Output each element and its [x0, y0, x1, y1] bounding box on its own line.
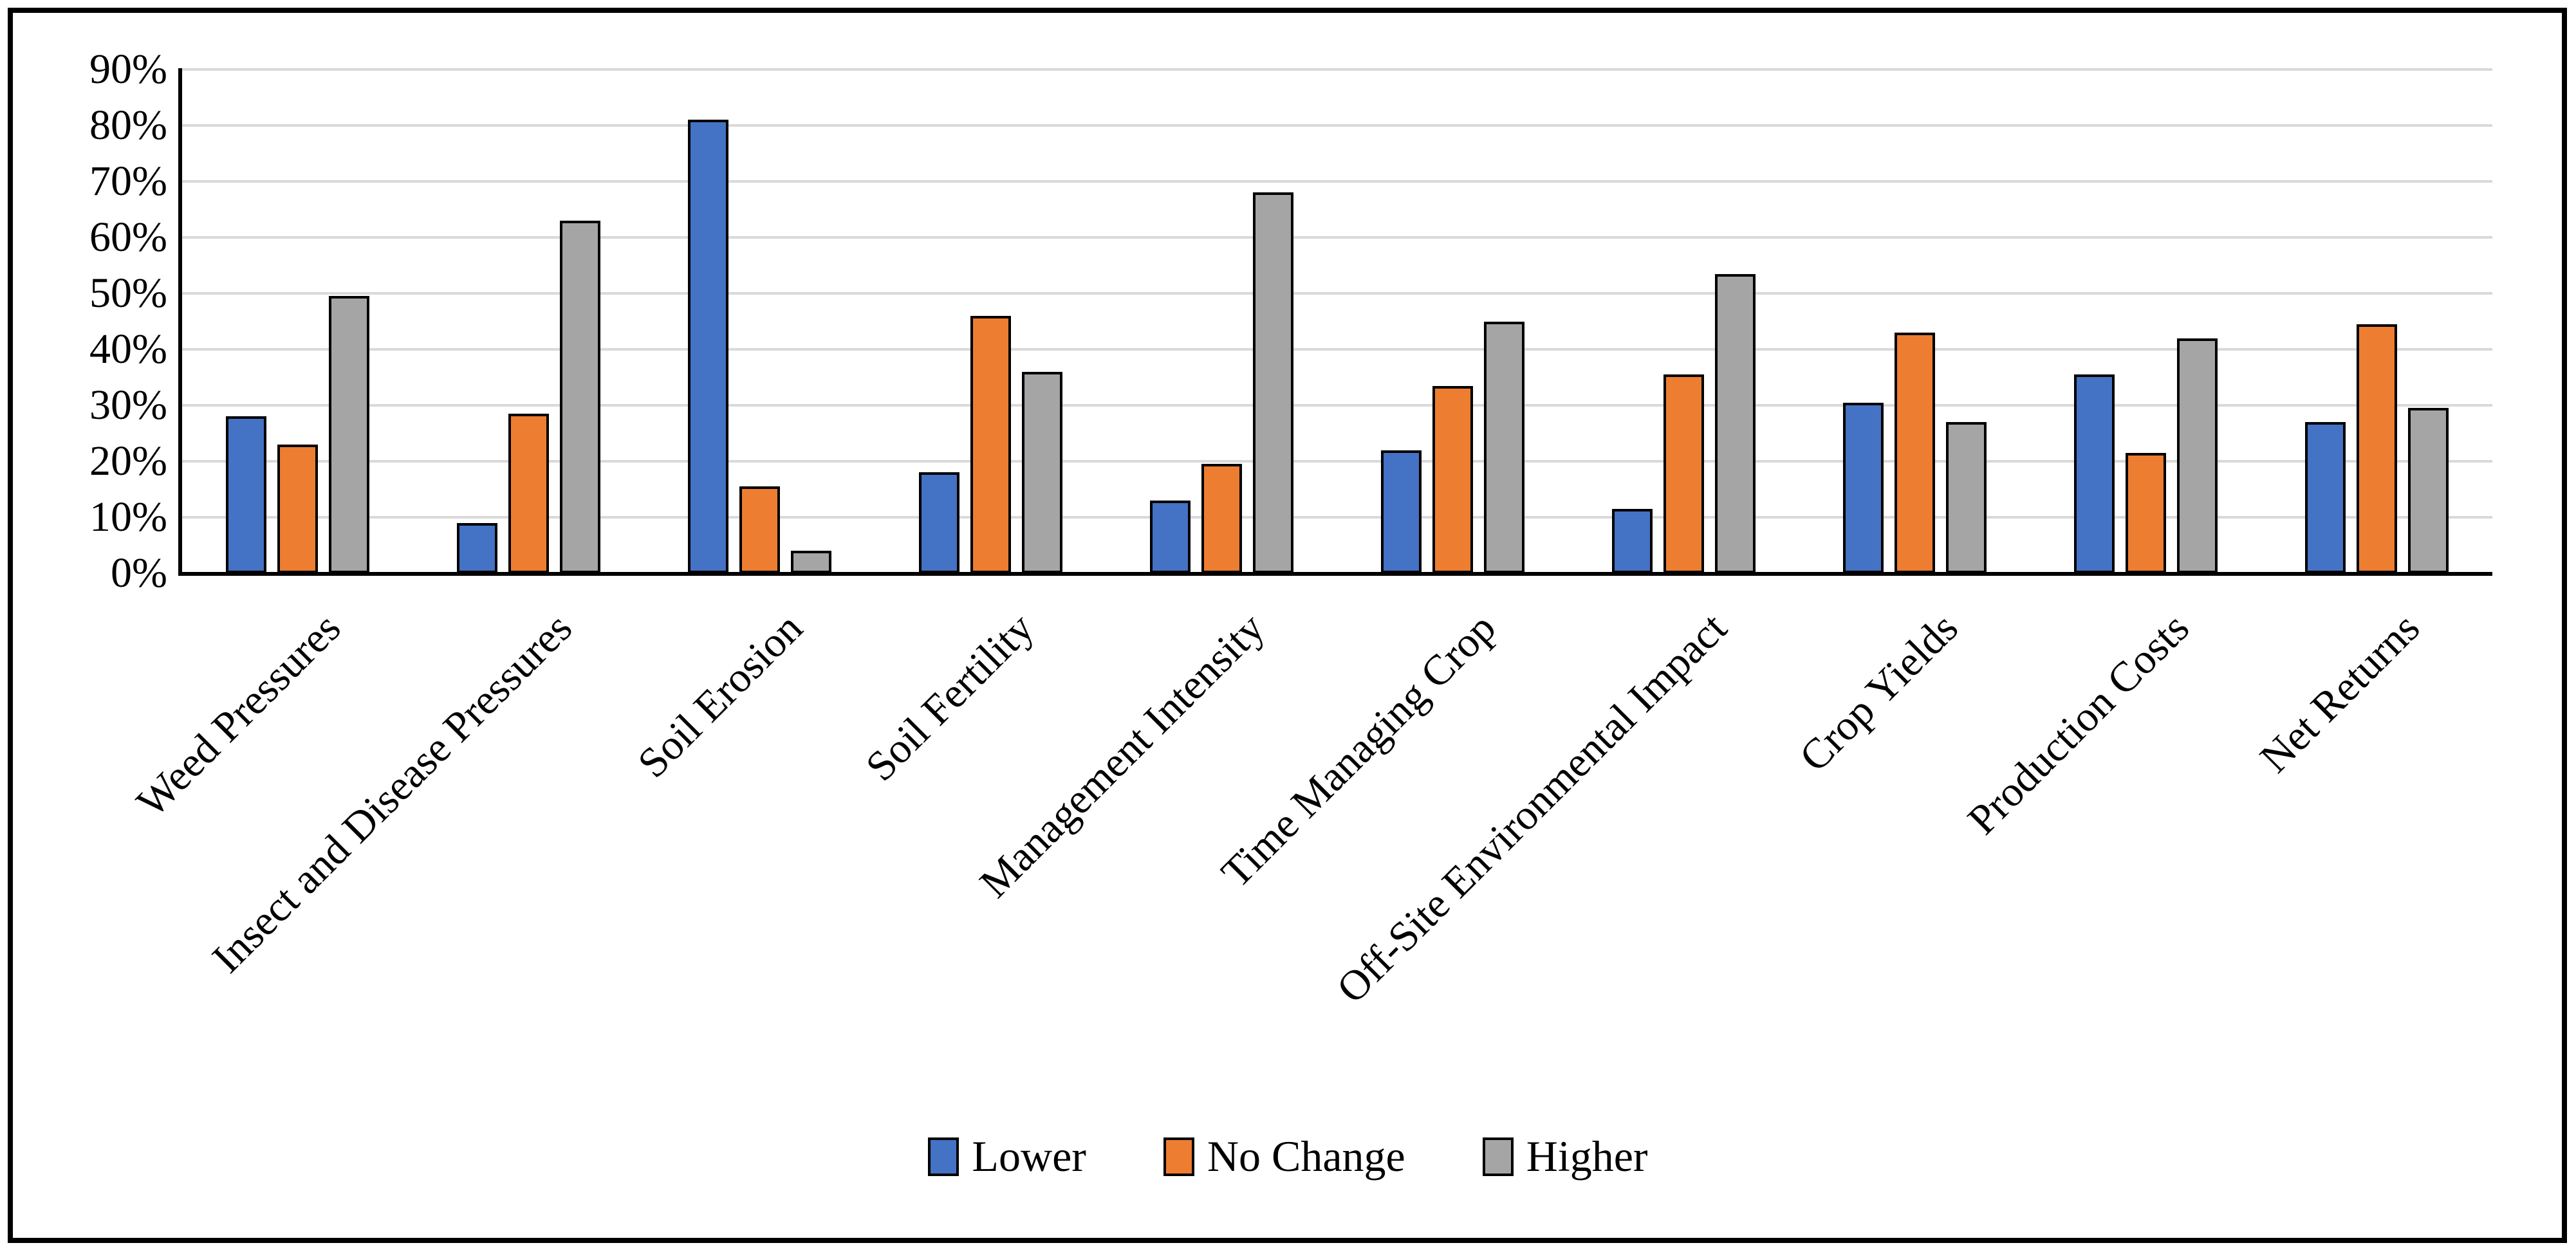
bar-net-returns-higher — [2408, 408, 2449, 573]
bar-production-costs-higher — [2177, 338, 2218, 573]
legend-swatch-lower — [928, 1137, 959, 1176]
legend-label-lower: Lower — [972, 1132, 1086, 1181]
bar-time-managing-crop-lower — [1381, 450, 1422, 573]
gridline-20% — [182, 460, 2492, 463]
bar-crop-yields-higher — [1946, 422, 1987, 573]
bar-soil-erosion-lower — [688, 120, 728, 573]
bar-off-site-environmental-impact-higher — [1715, 274, 1756, 573]
gridline-40% — [182, 348, 2492, 351]
legend: Lower No Change Higher — [0, 1131, 2576, 1182]
legend-label-higher: Higher — [1526, 1132, 1648, 1181]
bar-soil-erosion-higher — [791, 551, 831, 573]
y-axis-tick-label-30%: 30% — [89, 382, 167, 428]
y-axis-line — [178, 68, 182, 575]
bar-insect-and-disease-pressures-lower — [457, 523, 497, 573]
x-axis-line — [178, 572, 2492, 576]
y-axis-tick-label-90%: 90% — [89, 46, 167, 93]
bar-time-managing-crop-no-change — [1432, 386, 1473, 573]
bar-off-site-environmental-impact-no-change — [1663, 374, 1704, 573]
bar-insect-and-disease-pressures-no-change — [508, 414, 549, 573]
legend-item-higher: Higher — [1482, 1131, 1648, 1182]
bar-crop-yields-lower — [1843, 403, 1884, 573]
gridline-30% — [182, 404, 2492, 407]
legend-swatch-higher — [1482, 1137, 1514, 1176]
bar-off-site-environmental-impact-lower — [1612, 509, 1653, 573]
bar-production-costs-lower — [2074, 374, 2115, 573]
bar-management-intensity-no-change — [1201, 464, 1242, 573]
bar-weed-pressures-lower — [226, 416, 266, 573]
legend-label-no-change: No Change — [1207, 1132, 1405, 1181]
bar-soil-erosion-no-change — [739, 486, 780, 573]
bar-net-returns-no-change — [2357, 324, 2397, 573]
bar-soil-fertility-higher — [1022, 372, 1062, 573]
y-axis-tick-label-70%: 70% — [89, 158, 167, 205]
gridline-90% — [182, 68, 2492, 71]
y-axis-tick-label-60%: 60% — [89, 214, 167, 261]
gridline-60% — [182, 236, 2492, 239]
legend-item-lower: Lower — [928, 1131, 1086, 1182]
bar-net-returns-lower — [2305, 422, 2346, 573]
y-axis-tick-label-10%: 10% — [89, 493, 167, 540]
bar-weed-pressures-higher — [329, 296, 369, 573]
y-axis-tick-label-80%: 80% — [89, 102, 167, 149]
gridline-80% — [182, 124, 2492, 127]
bar-insect-and-disease-pressures-higher — [560, 221, 600, 573]
y-axis-tick-label-40%: 40% — [89, 326, 167, 373]
y-axis-tick-label-20%: 20% — [89, 437, 167, 484]
legend-swatch-no-change — [1163, 1137, 1194, 1176]
chart-outer-border — [8, 8, 2567, 1243]
bar-management-intensity-lower — [1150, 501, 1191, 573]
bar-weed-pressures-no-change — [277, 445, 318, 573]
bar-management-intensity-higher — [1253, 192, 1293, 573]
y-axis-tick-label-50%: 50% — [89, 270, 167, 317]
gridline-10% — [182, 516, 2492, 519]
bar-soil-fertility-no-change — [970, 316, 1011, 573]
bar-crop-yields-no-change — [1895, 333, 1935, 573]
y-axis-tick-label-0%: 0% — [111, 549, 167, 596]
bar-production-costs-no-change — [2126, 453, 2166, 573]
gridline-70% — [182, 180, 2492, 183]
legend-item-no-change: No Change — [1163, 1131, 1405, 1182]
gridline-50% — [182, 292, 2492, 295]
bar-time-managing-crop-higher — [1484, 322, 1524, 573]
bar-soil-fertility-lower — [919, 472, 959, 573]
